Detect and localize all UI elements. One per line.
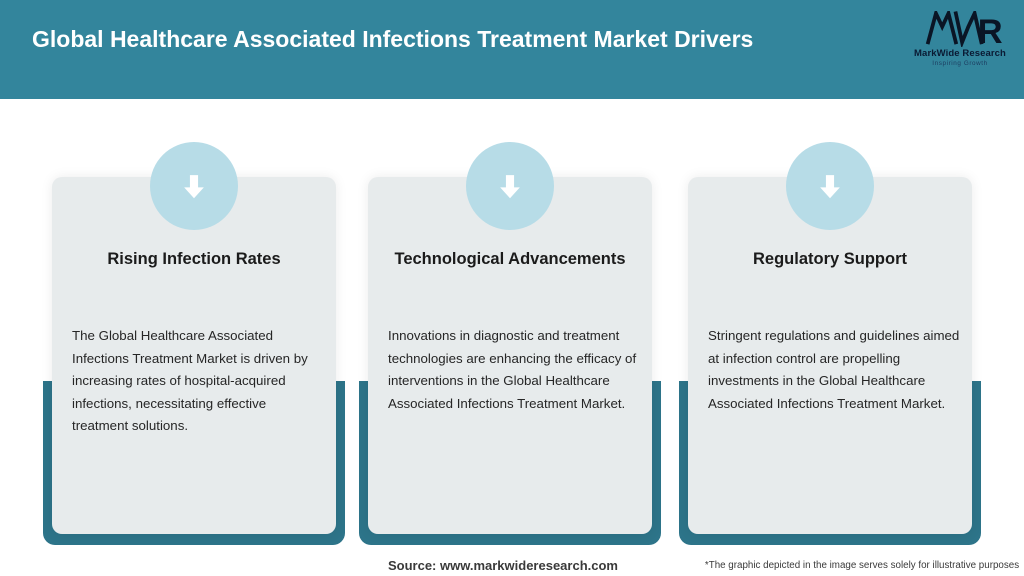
svg-text:R: R xyxy=(978,13,1003,47)
